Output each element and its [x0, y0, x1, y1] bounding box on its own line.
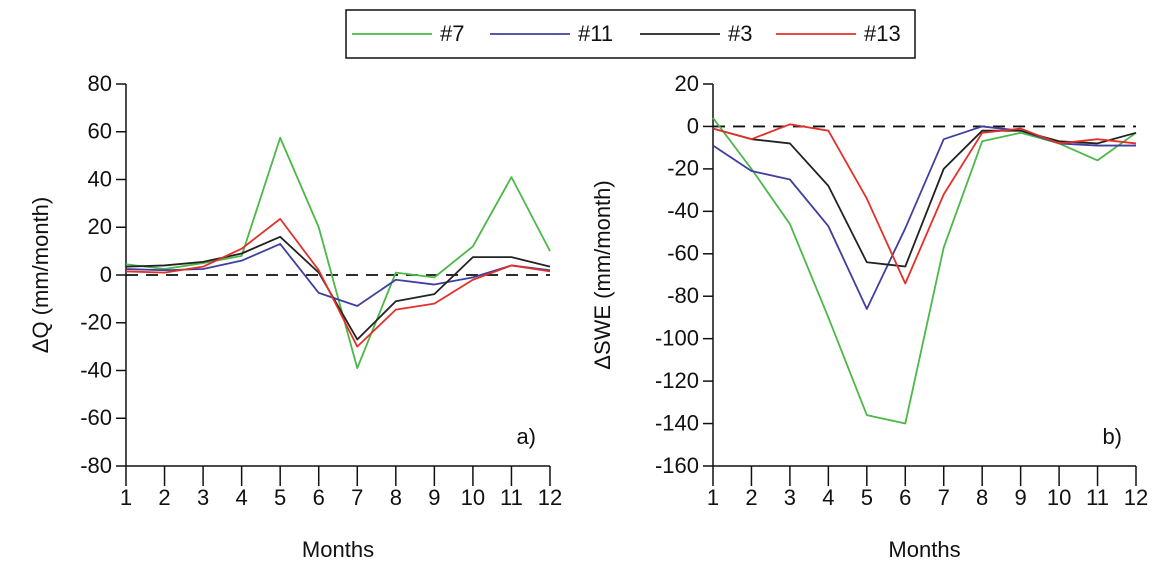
x-tick-label: 1	[120, 485, 132, 510]
y-tick-label: 20	[675, 71, 699, 96]
y-axis-label: ΔSWE (mm/month)	[590, 180, 615, 369]
y-tick-label: 40	[88, 166, 112, 191]
legend-box	[345, 9, 916, 59]
x-tick-label: 5	[861, 485, 873, 510]
x-tick-label: 9	[1015, 485, 1027, 510]
y-tick-label: -60	[80, 405, 112, 430]
x-tick-label: 7	[351, 485, 363, 510]
x-axis-label: Months	[888, 537, 960, 562]
series-line	[125, 235, 551, 341]
y-tick-label: 80	[88, 71, 112, 96]
x-tick-label: 11	[500, 485, 523, 510]
x-tick-label: 10	[1047, 485, 1071, 510]
x-tick-label: 12	[1124, 485, 1148, 510]
y-tick-label: -80	[80, 453, 112, 478]
x-tick-label: 10	[461, 485, 485, 510]
x-tick-label: 2	[158, 485, 170, 510]
y-tick-label: -40	[667, 198, 699, 223]
x-tick-label: 6	[899, 485, 911, 510]
y-axis-label: ΔQ (mm/month)	[28, 197, 53, 353]
x-tick-label: 12	[538, 485, 562, 510]
legend: #7 #11 #3 #13	[352, 21, 901, 46]
series-line	[712, 117, 1137, 425]
y-tick-label: -100	[655, 325, 699, 350]
x-tick-label: 7	[938, 485, 950, 510]
x-tick-label: 3	[197, 485, 209, 510]
y-tick-label: -20	[80, 310, 112, 335]
x-tick-label: 4	[822, 485, 834, 510]
x-tick-label: 4	[236, 485, 248, 510]
x-tick-label: 6	[313, 485, 325, 510]
y-tick-label: -160	[655, 453, 699, 478]
y-tick-label: 60	[88, 119, 112, 144]
y-tick-label: 0	[687, 113, 699, 138]
x-tick-label: 2	[745, 485, 757, 510]
x-tick-label: 8	[976, 485, 988, 510]
y-tick-label: 0	[100, 262, 112, 287]
x-tick-label: 3	[784, 485, 796, 510]
legend-label: #3	[728, 21, 752, 46]
x-tick-label: 1	[707, 485, 719, 510]
x-tick-label: 11	[1086, 485, 1109, 510]
legend-label: #13	[864, 21, 901, 46]
x-axis-label: Months	[302, 537, 374, 562]
legend-label: #7	[440, 21, 464, 46]
annotation: a)	[516, 424, 536, 449]
y-tick-label: -80	[667, 283, 699, 308]
y-tick-label: -40	[80, 357, 112, 382]
legend-label: #11	[578, 21, 613, 46]
series-line	[125, 217, 551, 348]
series-line	[125, 243, 551, 307]
series-line	[712, 125, 1136, 310]
y-tick-label: -60	[667, 241, 699, 266]
y-tick-label: -20	[667, 156, 699, 181]
y-tick-label: 20	[88, 214, 112, 239]
annotation: b)	[1102, 424, 1122, 449]
x-tick-label: 5	[274, 485, 286, 510]
y-tick-label: -120	[655, 368, 699, 393]
series-line	[125, 136, 551, 370]
y-tick-label: -140	[655, 410, 699, 435]
x-tick-label: 9	[428, 485, 440, 510]
series-line	[712, 127, 1137, 268]
series-line	[712, 123, 1137, 285]
x-tick-label: 8	[390, 485, 402, 510]
